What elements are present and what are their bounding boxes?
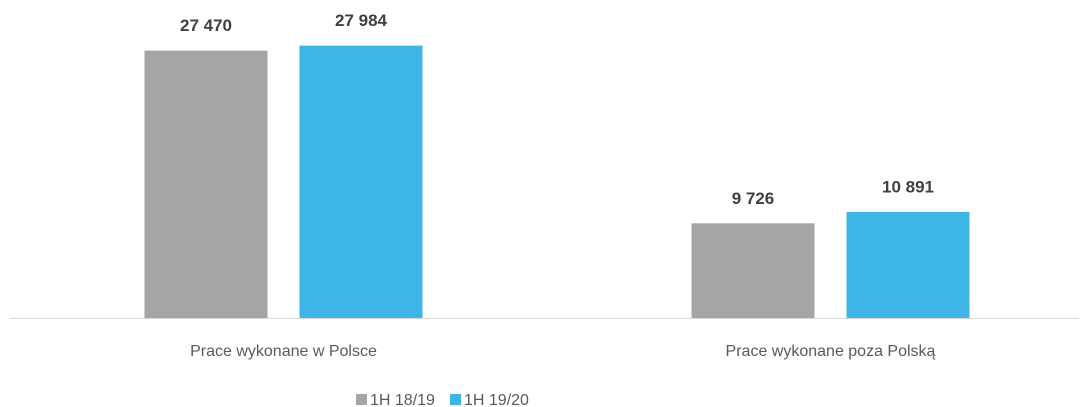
legend-label: 1H 19/20 (464, 392, 529, 407)
data-label: 27 470 (180, 16, 232, 35)
legend-swatch (450, 394, 461, 405)
bar (846, 211, 970, 318)
legend-swatch (356, 394, 367, 405)
x-tick-label: Prace wykonane w Polsce (190, 343, 377, 360)
data-label: 9 726 (732, 189, 775, 208)
x-tick-label: Prace wykonane poza Polską (726, 343, 936, 360)
data-label: 10 891 (882, 177, 934, 196)
bar (691, 223, 815, 318)
bar (144, 50, 268, 318)
bar (299, 45, 423, 318)
data-label: 27 984 (335, 11, 388, 30)
legend-label: 1H 18/19 (370, 392, 435, 407)
